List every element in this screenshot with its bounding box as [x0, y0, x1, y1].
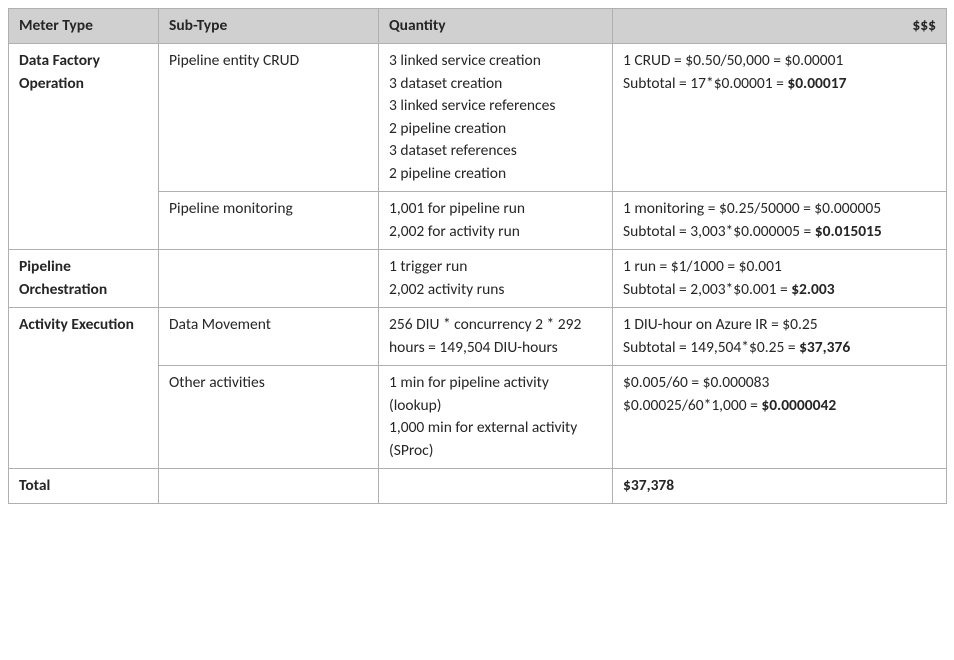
price-cell: 1 DIU-hour on Azure IR = $0.25Subtotal =…	[613, 308, 947, 366]
price-line: 1 monitoring = $0.25/50000 = $0.000005	[623, 198, 936, 220]
sub-type-cell: Other activities	[159, 366, 379, 469]
quantity-line: 2,002 activity runs	[389, 279, 602, 301]
pricing-table: Meter Type Sub-Type Quantity $$$ Data Fa…	[8, 8, 947, 504]
sub-type-cell: Pipeline entity CRUD	[159, 44, 379, 192]
quantity-line: 1 min for pipeline activity (lookup)	[389, 372, 602, 417]
price-bold: $0.0000042	[761, 396, 836, 415]
price-cell: 1 run = $1/1000 = $0.001Subtotal = 2,003…	[613, 250, 947, 308]
quantity-line: 3 linked service creation	[389, 50, 602, 72]
price-bold: $37,376	[799, 338, 850, 357]
price-line: Subtotal = 2,003*$0.001 = $2.003	[623, 279, 936, 301]
sub-type-cell	[159, 250, 379, 308]
table-body: Data Factory OperationPipeline entity CR…	[9, 44, 947, 504]
price-line: 1 CRUD = $0.50/50,000 = $0.00001	[623, 50, 936, 72]
quantity-line: 1,000 min for external activity (SProc)	[389, 417, 602, 462]
quantity-line: 256 DIU * concurrency 2 * 292 hours = 14…	[389, 314, 602, 359]
quantity-line: 3 dataset references	[389, 140, 602, 162]
sub-type-cell: Pipeline monitoring	[159, 192, 379, 250]
header-sub-type: Sub-Type	[159, 9, 379, 44]
price-cell: 1 monitoring = $0.25/50000 = $0.000005Su…	[613, 192, 947, 250]
total-label: Total	[9, 468, 159, 503]
table-row: Activity ExecutionData Movement256 DIU *…	[9, 308, 947, 366]
quantity-cell: 1 min for pipeline activity (lookup)1,00…	[379, 366, 613, 469]
quantity-line: 2,002 for activity run	[389, 221, 602, 243]
meter-type-cell: Pipeline Orchestration	[9, 250, 159, 308]
price-line: Subtotal = 17*$0.00001 = $0.00017	[623, 73, 936, 95]
table-row: Pipeline Orchestration 1 trigger run2,002…	[9, 250, 947, 308]
price-line: 1 run = $1/1000 = $0.001	[623, 256, 936, 278]
price-line: $0.00025/60*1,000 = $0.0000042	[623, 395, 936, 417]
quantity-line: 3 linked service references	[389, 95, 602, 117]
price-line: $0.005/60 = $0.000083	[623, 372, 936, 394]
meter-type-cell: Activity Execution	[9, 308, 159, 469]
price-cell: $0.005/60 = $0.000083$0.00025/60*1,000 =…	[613, 366, 947, 469]
quantity-line: 1,001 for pipeline run	[389, 198, 602, 220]
meter-type-cell: Data Factory Operation	[9, 44, 159, 250]
price-bold: $0.00017	[787, 74, 846, 93]
quantity-cell: 256 DIU * concurrency 2 * 292 hours = 14…	[379, 308, 613, 366]
table-row: Data Factory OperationPipeline entity CR…	[9, 44, 947, 192]
price-line: Subtotal = 149,504*$0.25 = $37,376	[623, 337, 936, 359]
price-bold: $0.015015	[815, 222, 882, 241]
total-blank	[379, 468, 613, 503]
quantity-cell: 1 trigger run2,002 activity runs	[379, 250, 613, 308]
price-line: 1 DIU-hour on Azure IR = $0.25	[623, 314, 936, 336]
header-meter-type: Meter Type	[9, 9, 159, 44]
price-line: Subtotal = 3,003*$0.000005 = $0.015015	[623, 221, 936, 243]
header-row: Meter Type Sub-Type Quantity $$$	[9, 9, 947, 44]
total-row: Total $37,378	[9, 468, 947, 503]
sub-type-cell: Data Movement	[159, 308, 379, 366]
header-price: $$$	[613, 9, 947, 44]
quantity-line: 2 pipeline creation	[389, 163, 602, 185]
quantity-line: 1 trigger run	[389, 256, 602, 278]
total-blank	[159, 468, 379, 503]
quantity-line: 2 pipeline creation	[389, 118, 602, 140]
header-quantity: Quantity	[379, 9, 613, 44]
quantity-cell: 1,001 for pipeline run2,002 for activity…	[379, 192, 613, 250]
price-cell: 1 CRUD = $0.50/50,000 = $0.00001Subtotal…	[613, 44, 947, 192]
price-bold: $2.003	[791, 280, 834, 299]
quantity-line: 3 dataset creation	[389, 73, 602, 95]
total-value: $37,378	[613, 468, 947, 503]
quantity-cell: 3 linked service creation3 dataset creat…	[379, 44, 613, 192]
